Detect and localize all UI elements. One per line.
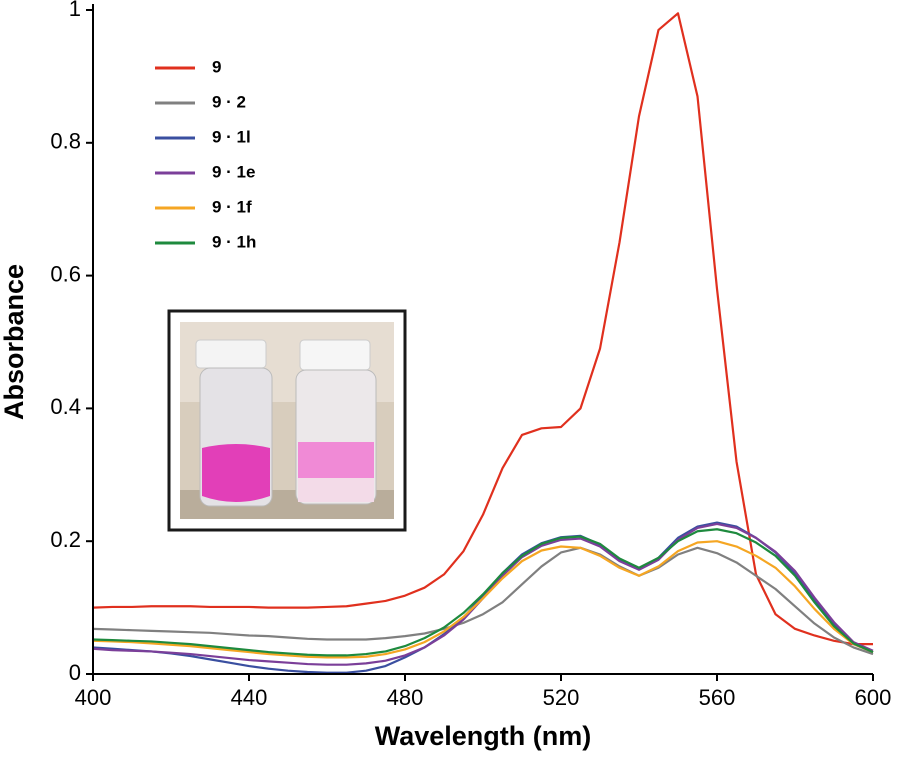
legend-label: 9 — [212, 57, 221, 76]
y-tick-label: 0.6 — [50, 261, 81, 286]
series-line — [92, 12, 873, 646]
y-tick-label: 0.8 — [50, 129, 81, 154]
x-tick-label: 600 — [855, 685, 892, 710]
x-tick-label: 440 — [231, 685, 268, 710]
y-axis-title: Absorbance — [0, 264, 29, 420]
x-tick-label: 520 — [543, 685, 580, 710]
x-tick-label: 400 — [75, 685, 112, 710]
y-tick-label: 0.4 — [50, 394, 81, 419]
series-line — [92, 546, 874, 656]
series-line — [92, 540, 874, 659]
series-line — [92, 528, 874, 657]
y-tick-label: 0.2 — [50, 527, 81, 552]
legend-label: 9 · 1f — [212, 197, 252, 216]
legend-label: 9 · 1l — [212, 127, 251, 146]
inset-photo — [167, 309, 407, 532]
legend-label: 9 · 1h — [212, 232, 256, 251]
legend-label: 9 · 1e — [212, 162, 255, 181]
legend-label: 9 · 2 — [212, 92, 246, 111]
y-tick-label: 0 — [69, 660, 81, 685]
x-axis-title: Wavelength (nm) — [375, 721, 592, 751]
x-tick-label: 480 — [387, 685, 424, 710]
plot-area — [92, 12, 874, 674]
x-tick-label: 560 — [699, 685, 736, 710]
y-tick-label: 1 — [69, 0, 81, 21]
